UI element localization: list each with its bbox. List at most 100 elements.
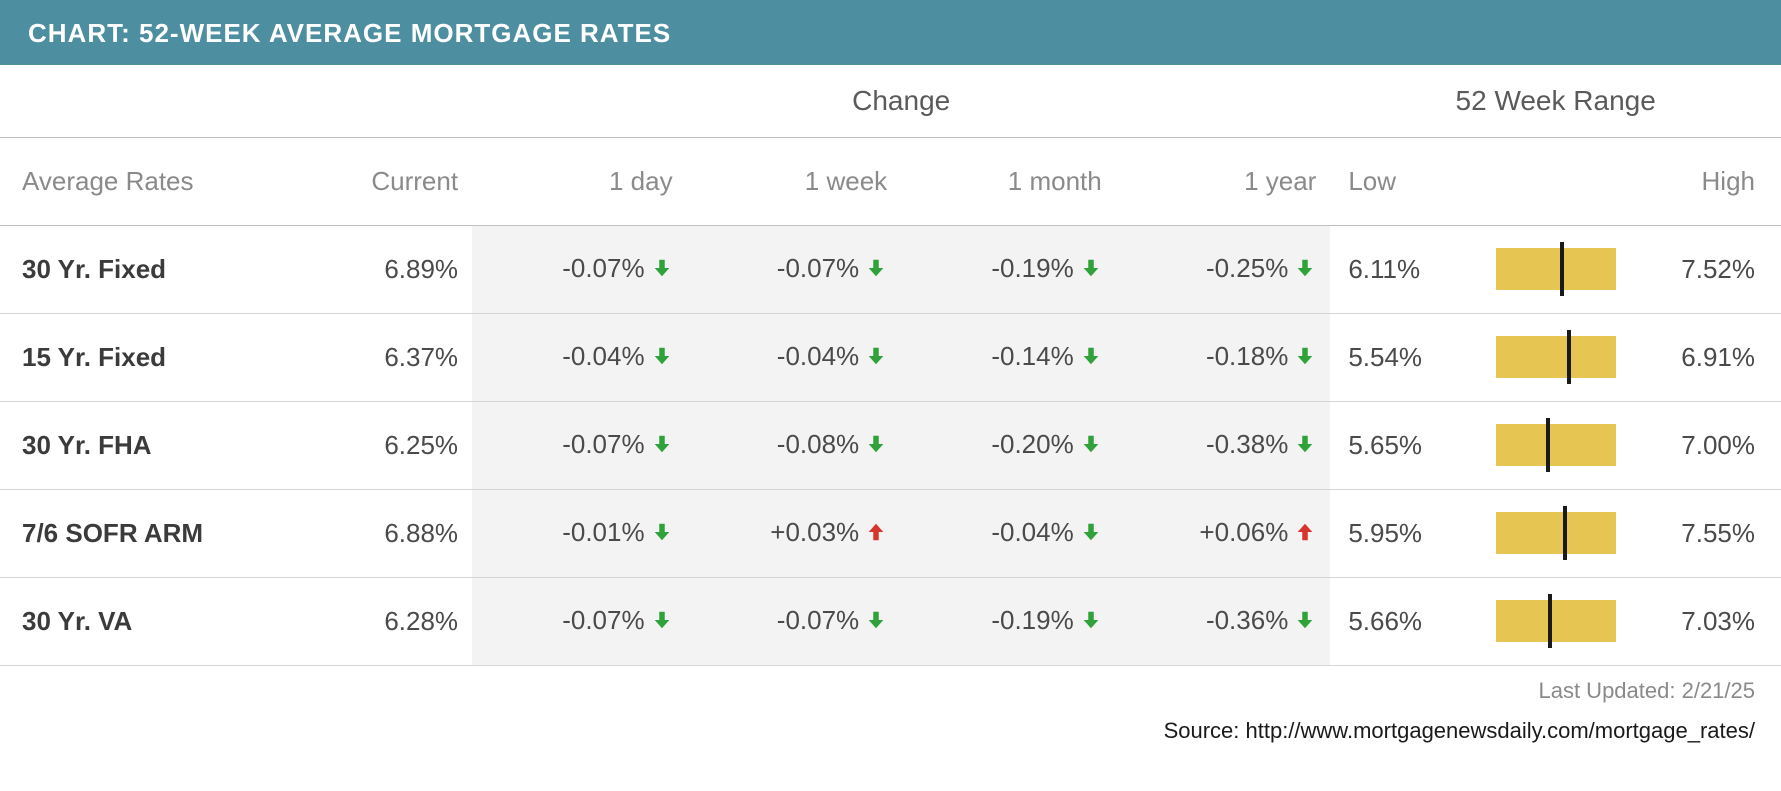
cell-change-y1: -0.18% <box>1116 313 1331 401</box>
group-header-range: 52 Week Range <box>1330 65 1781 137</box>
cell-change-w1: -0.07% <box>687 577 902 665</box>
cell-low: 5.66% <box>1330 577 1469 665</box>
arrow-down-icon <box>651 607 673 638</box>
range-position-tick <box>1563 506 1567 560</box>
change-value: -0.14% <box>991 341 1073 371</box>
arrow-down-icon <box>651 255 673 286</box>
cell-change-y1: -0.36% <box>1116 577 1331 665</box>
cell-current: 6.28% <box>279 577 472 665</box>
source-line: Source: http://www.mortgagenewsdaily.com… <box>0 708 1781 744</box>
range-bar <box>1496 424 1616 466</box>
last-updated: Last Updated: 2/21/25 <box>0 666 1781 708</box>
cell-change-d1: -0.07% <box>472 577 687 665</box>
last-updated-value: 2/21/25 <box>1682 678 1755 703</box>
group-header-change: Change <box>472 65 1330 137</box>
col-header-range-bar <box>1470 137 1642 225</box>
arrow-down-icon <box>1294 255 1316 286</box>
cell-rate-name: 30 Yr. VA <box>0 577 279 665</box>
cell-range-bar <box>1470 489 1642 577</box>
cell-change-y1: +0.06% <box>1116 489 1331 577</box>
arrow-down-icon <box>1080 519 1102 550</box>
range-position-tick <box>1560 242 1564 296</box>
change-value: -0.08% <box>777 429 859 459</box>
col-header-1month: 1 month <box>901 137 1116 225</box>
col-header-1day: 1 day <box>472 137 687 225</box>
cell-range-bar <box>1470 577 1642 665</box>
change-value: -0.04% <box>777 341 859 371</box>
cell-high: 6.91% <box>1641 313 1781 401</box>
range-position-tick <box>1546 418 1550 472</box>
cell-change-m1: -0.19% <box>901 577 1116 665</box>
cell-high: 7.03% <box>1641 577 1781 665</box>
cell-current: 6.25% <box>279 401 472 489</box>
arrow-down-icon <box>1080 607 1102 638</box>
change-value: -0.07% <box>562 605 644 635</box>
col-header-1week: 1 week <box>687 137 902 225</box>
col-header-1year: 1 year <box>1116 137 1331 225</box>
cell-change-y1: -0.25% <box>1116 225 1331 313</box>
range-position-tick <box>1567 330 1571 384</box>
cell-low: 5.65% <box>1330 401 1469 489</box>
col-header-high: High <box>1641 137 1781 225</box>
cell-current: 6.37% <box>279 313 472 401</box>
cell-change-d1: -0.07% <box>472 401 687 489</box>
range-bar <box>1496 600 1616 642</box>
range-bar <box>1496 336 1616 378</box>
mortgage-rates-chart: CHART: 52-WEEK AVERAGE MORTGAGE RATES Ch… <box>0 0 1781 744</box>
rates-table: Change 52 Week Range Average Rates Curre… <box>0 65 1781 666</box>
cell-rate-name: 30 Yr. Fixed <box>0 225 279 313</box>
cell-change-w1: +0.03% <box>687 489 902 577</box>
change-value: -0.38% <box>1206 429 1288 459</box>
cell-current: 6.89% <box>279 225 472 313</box>
cell-change-m1: -0.04% <box>901 489 1116 577</box>
cell-change-d1: -0.01% <box>472 489 687 577</box>
cell-high: 7.52% <box>1641 225 1781 313</box>
cell-rate-name: 30 Yr. FHA <box>0 401 279 489</box>
change-value: -0.07% <box>777 605 859 635</box>
cell-high: 7.55% <box>1641 489 1781 577</box>
col-header-current: Current <box>279 137 472 225</box>
cell-change-w1: -0.07% <box>687 225 902 313</box>
group-header-blank <box>0 65 472 137</box>
range-bar <box>1496 512 1616 554</box>
table-row: 15 Yr. Fixed6.37% -0.04% -0.04% -0.14% -0.18… <box>0 313 1781 401</box>
table-row: 7/6 SOFR ARM6.88%-0.01%+0.03% -0.04% +0.06… <box>0 489 1781 577</box>
chart-title: CHART: 52-WEEK AVERAGE MORTGAGE RATES <box>0 0 1781 65</box>
arrow-down-icon <box>1080 343 1102 374</box>
cell-change-m1: -0.14% <box>901 313 1116 401</box>
arrow-down-icon <box>1080 255 1102 286</box>
arrow-down-icon <box>651 519 673 550</box>
arrow-down-icon <box>865 255 887 286</box>
arrow-down-icon <box>1294 343 1316 374</box>
change-value: -0.36% <box>1206 605 1288 635</box>
cell-rate-name: 7/6 SOFR ARM <box>0 489 279 577</box>
column-header-row: Average Rates Current 1 day 1 week 1 mon… <box>0 137 1781 225</box>
cell-change-d1: -0.07% <box>472 225 687 313</box>
arrow-down-icon <box>865 431 887 462</box>
change-value: -0.04% <box>991 517 1073 547</box>
source-label: Source: <box>1164 718 1246 743</box>
change-value: +0.06% <box>1199 517 1288 547</box>
cell-rate-name: 15 Yr. Fixed <box>0 313 279 401</box>
source-value: http://www.mortgagenewsdaily.com/mortgag… <box>1246 718 1756 743</box>
range-position-tick <box>1548 594 1552 648</box>
range-bar <box>1496 248 1616 290</box>
arrow-down-icon <box>1080 431 1102 462</box>
change-value: -0.25% <box>1206 253 1288 283</box>
cell-range-bar <box>1470 401 1642 489</box>
change-value: -0.07% <box>777 253 859 283</box>
cell-change-m1: -0.20% <box>901 401 1116 489</box>
cell-change-d1: -0.04% <box>472 313 687 401</box>
change-value: -0.20% <box>991 429 1073 459</box>
col-header-low: Low <box>1330 137 1469 225</box>
arrow-down-icon <box>1294 607 1316 638</box>
cell-current: 6.88% <box>279 489 472 577</box>
col-header-name: Average Rates <box>0 137 279 225</box>
arrow-down-icon <box>865 607 887 638</box>
cell-range-bar <box>1470 225 1642 313</box>
cell-change-m1: -0.19% <box>901 225 1116 313</box>
arrow-down-icon <box>865 343 887 374</box>
cell-low: 5.54% <box>1330 313 1469 401</box>
change-value: -0.04% <box>562 341 644 371</box>
group-header-row: Change 52 Week Range <box>0 65 1781 137</box>
